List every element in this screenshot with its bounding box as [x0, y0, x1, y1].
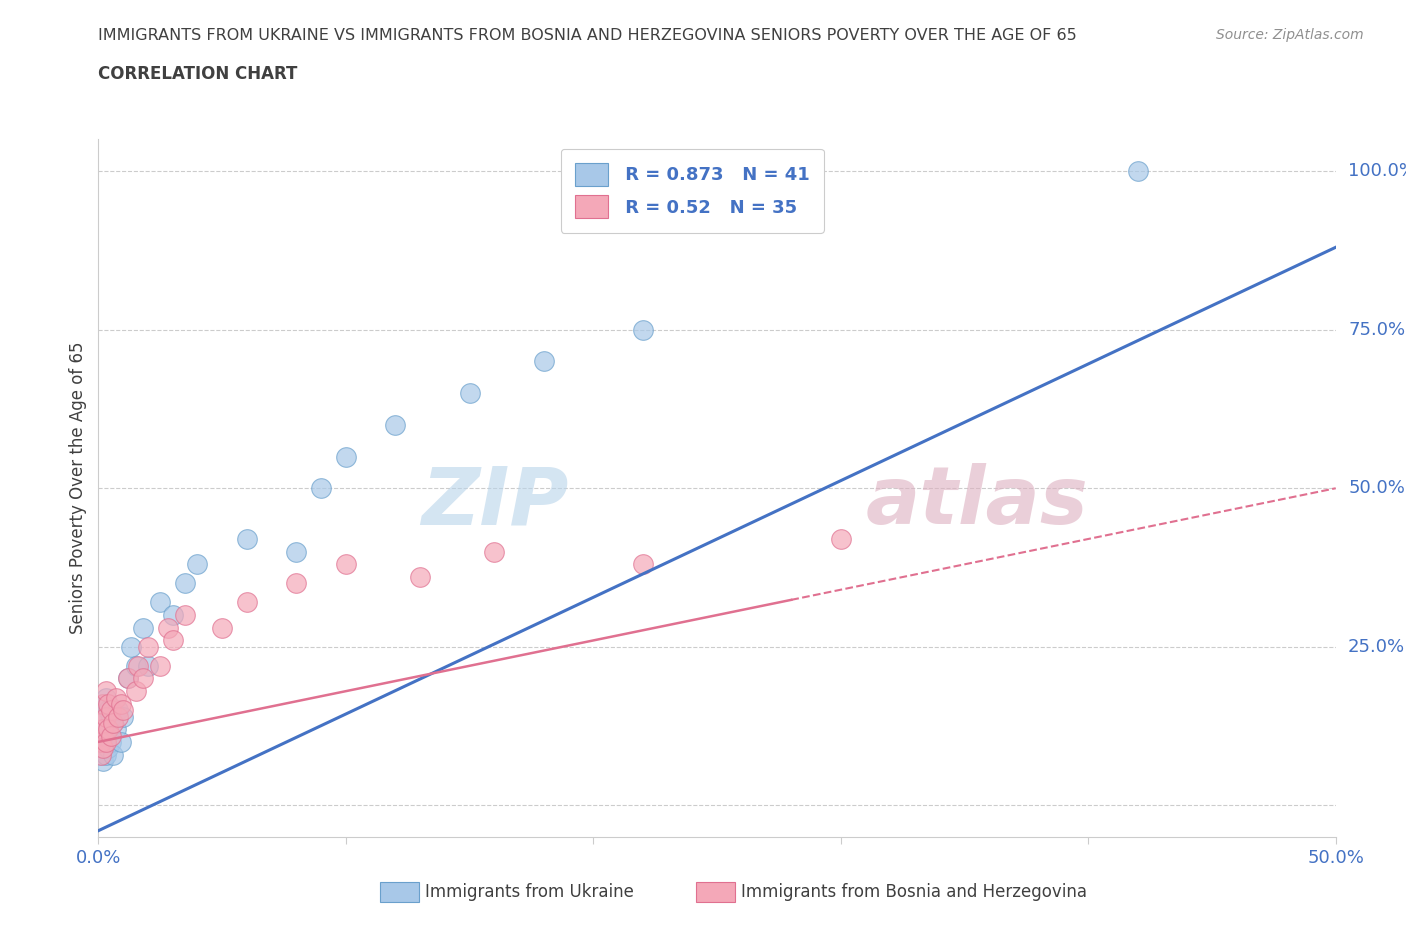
Point — [94, 735, 117, 750]
Point — [100, 709, 122, 724]
Point — [97, 741, 120, 756]
Point — [156, 620, 179, 635]
Point — [94, 709, 117, 724]
Point — [93, 722, 115, 737]
Text: ZIP: ZIP — [422, 463, 568, 541]
Point — [90, 703, 112, 718]
Point — [93, 715, 115, 730]
Point — [107, 703, 129, 718]
Point — [174, 576, 197, 591]
Point — [94, 690, 117, 705]
Point — [93, 697, 115, 711]
Point — [830, 532, 852, 547]
Point — [94, 747, 117, 762]
Text: IMMIGRANTS FROM UKRAINE VS IMMIGRANTS FROM BOSNIA AND HERZEGOVINA SENIORS POVERT: IMMIGRANTS FROM UKRAINE VS IMMIGRANTS FR… — [98, 28, 1077, 43]
Point — [107, 709, 129, 724]
Point — [631, 323, 654, 338]
Point — [117, 671, 139, 686]
Point — [162, 633, 184, 648]
Point — [124, 658, 146, 673]
Point — [104, 690, 127, 705]
Point — [631, 557, 654, 572]
Point — [533, 354, 555, 369]
Point — [93, 753, 115, 768]
Point — [309, 481, 332, 496]
Point — [103, 747, 125, 762]
Point — [100, 703, 122, 718]
Point — [149, 595, 172, 610]
Point — [335, 449, 357, 464]
Text: Source: ZipAtlas.com: Source: ZipAtlas.com — [1216, 28, 1364, 42]
Point — [236, 532, 259, 547]
Point — [285, 544, 308, 559]
Legend:  R = 0.873   N = 41,  R = 0.52   N = 35: R = 0.873 N = 41, R = 0.52 N = 35 — [561, 149, 824, 232]
Text: CORRELATION CHART: CORRELATION CHART — [98, 65, 298, 83]
Point — [97, 703, 120, 718]
Point — [97, 697, 120, 711]
Point — [162, 607, 184, 622]
Point — [409, 569, 432, 584]
Point — [90, 735, 112, 750]
Point — [94, 709, 117, 724]
Point — [132, 620, 155, 635]
Text: Immigrants from Ukraine: Immigrants from Ukraine — [425, 883, 634, 901]
Point — [110, 697, 132, 711]
Point — [186, 557, 208, 572]
Point — [93, 735, 115, 750]
Text: 100.0%: 100.0% — [1348, 162, 1406, 180]
Point — [104, 722, 127, 737]
Point — [97, 722, 120, 737]
Point — [174, 607, 197, 622]
Point — [90, 722, 112, 737]
Point — [149, 658, 172, 673]
Point — [211, 620, 233, 635]
Point — [127, 658, 149, 673]
Point — [132, 671, 155, 686]
Point — [90, 747, 112, 762]
Point — [136, 658, 159, 673]
Point — [93, 697, 115, 711]
Point — [112, 709, 135, 724]
Point — [120, 639, 142, 654]
Point — [100, 728, 122, 743]
Point — [90, 735, 112, 750]
Point — [236, 595, 259, 610]
Point — [100, 735, 122, 750]
Point — [94, 684, 117, 698]
Point — [458, 386, 481, 401]
Text: atlas: atlas — [866, 463, 1088, 541]
Point — [103, 715, 125, 730]
Point — [124, 684, 146, 698]
Text: Immigrants from Bosnia and Herzegovina: Immigrants from Bosnia and Herzegovina — [741, 883, 1087, 901]
Point — [103, 715, 125, 730]
Point — [94, 728, 117, 743]
Point — [384, 418, 406, 432]
Point — [484, 544, 506, 559]
Point — [90, 715, 112, 730]
Point — [136, 639, 159, 654]
Point — [93, 741, 115, 756]
Point — [285, 576, 308, 591]
Point — [110, 735, 132, 750]
Text: 25.0%: 25.0% — [1348, 638, 1405, 656]
Point — [335, 557, 357, 572]
Point — [90, 747, 112, 762]
Point — [1126, 164, 1149, 179]
Point — [97, 722, 120, 737]
Y-axis label: Seniors Poverty Over the Age of 65: Seniors Poverty Over the Age of 65 — [69, 342, 87, 634]
Point — [117, 671, 139, 686]
Text: 50.0%: 50.0% — [1348, 479, 1405, 498]
Point — [112, 703, 135, 718]
Text: 75.0%: 75.0% — [1348, 321, 1405, 339]
